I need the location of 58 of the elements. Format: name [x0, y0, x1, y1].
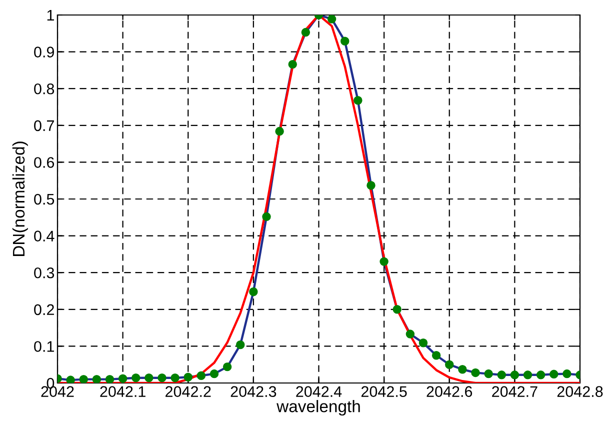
x-tick-label: 2042.3	[230, 386, 276, 397]
point	[222, 362, 232, 372]
y-tick-label: 0.5	[34, 194, 54, 205]
y-tick-label: 0.8	[34, 83, 54, 94]
point	[354, 96, 362, 105]
point	[158, 373, 166, 382]
point	[288, 60, 297, 69]
x-tick-label: 2042.5	[361, 386, 407, 397]
point	[432, 351, 441, 360]
point	[418, 338, 428, 348]
point	[132, 373, 140, 382]
point	[536, 370, 546, 380]
point	[392, 305, 402, 314]
point	[445, 360, 454, 369]
y-tick-label: 0.9	[34, 46, 54, 58]
point	[249, 287, 258, 296]
x-tick-label: 2042.1	[100, 386, 146, 397]
y-tick-label: 0.3	[34, 267, 54, 278]
point	[262, 212, 271, 222]
x-tick-label: 2042.2	[166, 386, 211, 397]
point	[105, 374, 114, 383]
y-axis-title: DN(normalized)	[12, 142, 28, 256]
point	[327, 15, 336, 24]
point	[340, 36, 350, 46]
point	[380, 257, 388, 266]
point	[550, 370, 558, 379]
y-tick-label: 0.7	[34, 120, 54, 132]
point	[66, 376, 75, 383]
x-tick-label: 2042.4	[296, 386, 342, 397]
x-axis-title: wavelength	[276, 400, 360, 416]
point	[184, 372, 192, 382]
y-tick-label: 0.2	[34, 304, 54, 316]
point	[471, 368, 480, 378]
point	[118, 374, 128, 383]
point	[210, 369, 219, 378]
y-tick-label: 0.6	[34, 157, 54, 168]
point	[236, 340, 245, 350]
x-tick-label: 2042.6	[426, 386, 472, 397]
point	[406, 330, 415, 338]
point	[196, 371, 206, 380]
point	[484, 369, 493, 378]
x-tick-label: 2042.7	[492, 386, 538, 397]
y-tick-label: 0.4	[34, 230, 54, 242]
x-tick-label: 2042.8	[557, 386, 603, 397]
point	[366, 181, 376, 190]
point	[523, 370, 532, 380]
point	[92, 374, 102, 383]
y-tick-label: 0.1	[34, 341, 54, 352]
point	[301, 28, 310, 37]
point	[510, 370, 520, 380]
point	[458, 365, 467, 374]
point	[497, 370, 506, 380]
point	[79, 374, 88, 383]
point	[170, 373, 180, 382]
point	[562, 369, 572, 378]
y-tick-label: 1	[47, 10, 54, 21]
point	[144, 373, 154, 382]
point	[275, 126, 284, 136]
